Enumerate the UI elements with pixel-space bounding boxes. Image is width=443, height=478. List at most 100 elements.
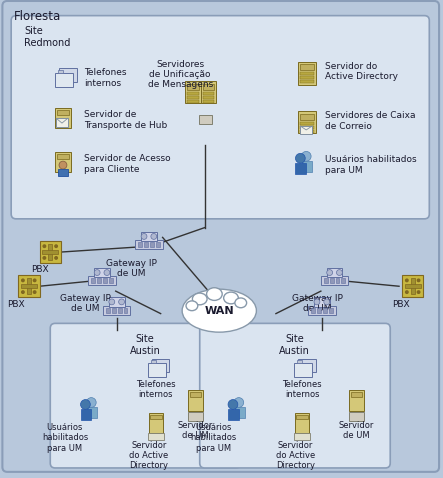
Bar xyxy=(57,154,69,159)
Bar xyxy=(299,111,316,133)
Bar xyxy=(335,278,339,283)
Circle shape xyxy=(119,299,124,305)
Bar xyxy=(124,308,128,313)
Text: Servidor de Acesso
para Cliente: Servidor de Acesso para Cliente xyxy=(85,154,171,174)
Bar xyxy=(300,130,314,133)
Bar xyxy=(106,308,110,313)
Bar xyxy=(59,68,77,82)
Ellipse shape xyxy=(206,288,222,300)
Text: Servidores
de Unificação
de Mensagens: Servidores de Unificação de Mensagens xyxy=(148,60,213,89)
Bar xyxy=(300,126,312,134)
Bar xyxy=(295,433,310,440)
Circle shape xyxy=(416,290,420,294)
FancyBboxPatch shape xyxy=(2,1,439,472)
Bar xyxy=(330,278,334,283)
Bar xyxy=(228,409,239,420)
Circle shape xyxy=(295,153,305,163)
Bar xyxy=(150,415,162,419)
Bar xyxy=(323,308,327,313)
Circle shape xyxy=(104,270,110,275)
Bar xyxy=(300,72,314,75)
Circle shape xyxy=(301,152,311,161)
Bar xyxy=(199,115,213,124)
Bar xyxy=(302,161,312,172)
Bar xyxy=(94,268,110,277)
Bar xyxy=(21,284,37,288)
Bar xyxy=(187,96,199,98)
Text: Gateway IP
de UM: Gateway IP de UM xyxy=(106,259,157,278)
Bar xyxy=(27,278,31,294)
Circle shape xyxy=(141,233,147,239)
Circle shape xyxy=(21,290,25,294)
Bar xyxy=(295,413,309,433)
Text: Telefones
internos: Telefones internos xyxy=(283,380,322,400)
Text: Servidores de Caixa
de Correio: Servidores de Caixa de Correio xyxy=(325,111,415,131)
Bar xyxy=(235,407,245,418)
Text: PBX: PBX xyxy=(7,300,25,309)
Bar xyxy=(300,114,314,120)
Bar xyxy=(55,152,71,172)
Circle shape xyxy=(59,161,67,169)
Circle shape xyxy=(234,398,244,407)
Ellipse shape xyxy=(182,289,256,332)
Text: Servidor do
Active Directory: Servidor do Active Directory xyxy=(325,62,398,81)
Bar xyxy=(190,392,201,397)
Circle shape xyxy=(94,270,100,275)
Bar xyxy=(300,122,314,125)
Ellipse shape xyxy=(192,293,207,305)
Bar xyxy=(109,297,124,307)
Text: Servidor
do Active
Directory: Servidor do Active Directory xyxy=(129,441,168,470)
Bar xyxy=(314,297,330,307)
Text: Site
Austin: Site Austin xyxy=(130,334,160,356)
Bar xyxy=(58,70,63,73)
Bar xyxy=(48,244,52,260)
Circle shape xyxy=(33,290,37,294)
Bar xyxy=(327,268,342,277)
Bar xyxy=(109,278,113,283)
Ellipse shape xyxy=(186,301,198,311)
Circle shape xyxy=(54,256,58,260)
Text: Servidor
do Active
Directory: Servidor do Active Directory xyxy=(276,441,315,470)
Bar xyxy=(91,278,95,283)
Circle shape xyxy=(151,233,157,239)
Bar xyxy=(58,169,68,176)
Circle shape xyxy=(405,278,409,282)
Circle shape xyxy=(324,299,330,305)
Bar xyxy=(156,242,159,247)
Text: Usuários
habilitados
para UM: Usuários habilitados para UM xyxy=(190,423,237,453)
Text: WAN: WAN xyxy=(205,305,234,315)
Text: PBX: PBX xyxy=(31,265,48,274)
Bar xyxy=(349,412,364,421)
Bar xyxy=(321,276,348,285)
Circle shape xyxy=(416,278,420,282)
Text: Telefones
internos: Telefones internos xyxy=(136,380,175,400)
Bar xyxy=(188,390,202,411)
Circle shape xyxy=(43,244,47,248)
Bar xyxy=(39,241,61,263)
Text: Gateway IP
de UM: Gateway IP de UM xyxy=(60,294,111,314)
Bar xyxy=(18,275,39,297)
Bar xyxy=(202,96,214,98)
Bar xyxy=(187,92,199,95)
Ellipse shape xyxy=(235,298,247,308)
Circle shape xyxy=(33,278,37,282)
Bar xyxy=(112,308,116,313)
Bar xyxy=(185,81,201,103)
Text: Usuários
habilitados
para UM: Usuários habilitados para UM xyxy=(42,423,88,453)
Bar xyxy=(402,275,424,297)
Text: Telefones
internos: Telefones internos xyxy=(85,68,127,88)
Bar xyxy=(55,109,71,128)
Text: Servidor
de UM: Servidor de UM xyxy=(338,421,374,440)
Bar xyxy=(295,363,312,377)
Bar xyxy=(201,81,216,103)
Bar xyxy=(141,231,157,241)
Bar xyxy=(97,278,101,283)
Text: Floresta: Floresta xyxy=(14,10,62,23)
Circle shape xyxy=(327,270,333,275)
Text: Servidor
de UM: Servidor de UM xyxy=(177,421,213,440)
Bar xyxy=(311,308,315,313)
Bar xyxy=(297,360,302,363)
Bar xyxy=(308,306,335,315)
Text: Site
Redmond: Site Redmond xyxy=(24,26,70,48)
Circle shape xyxy=(314,299,320,305)
